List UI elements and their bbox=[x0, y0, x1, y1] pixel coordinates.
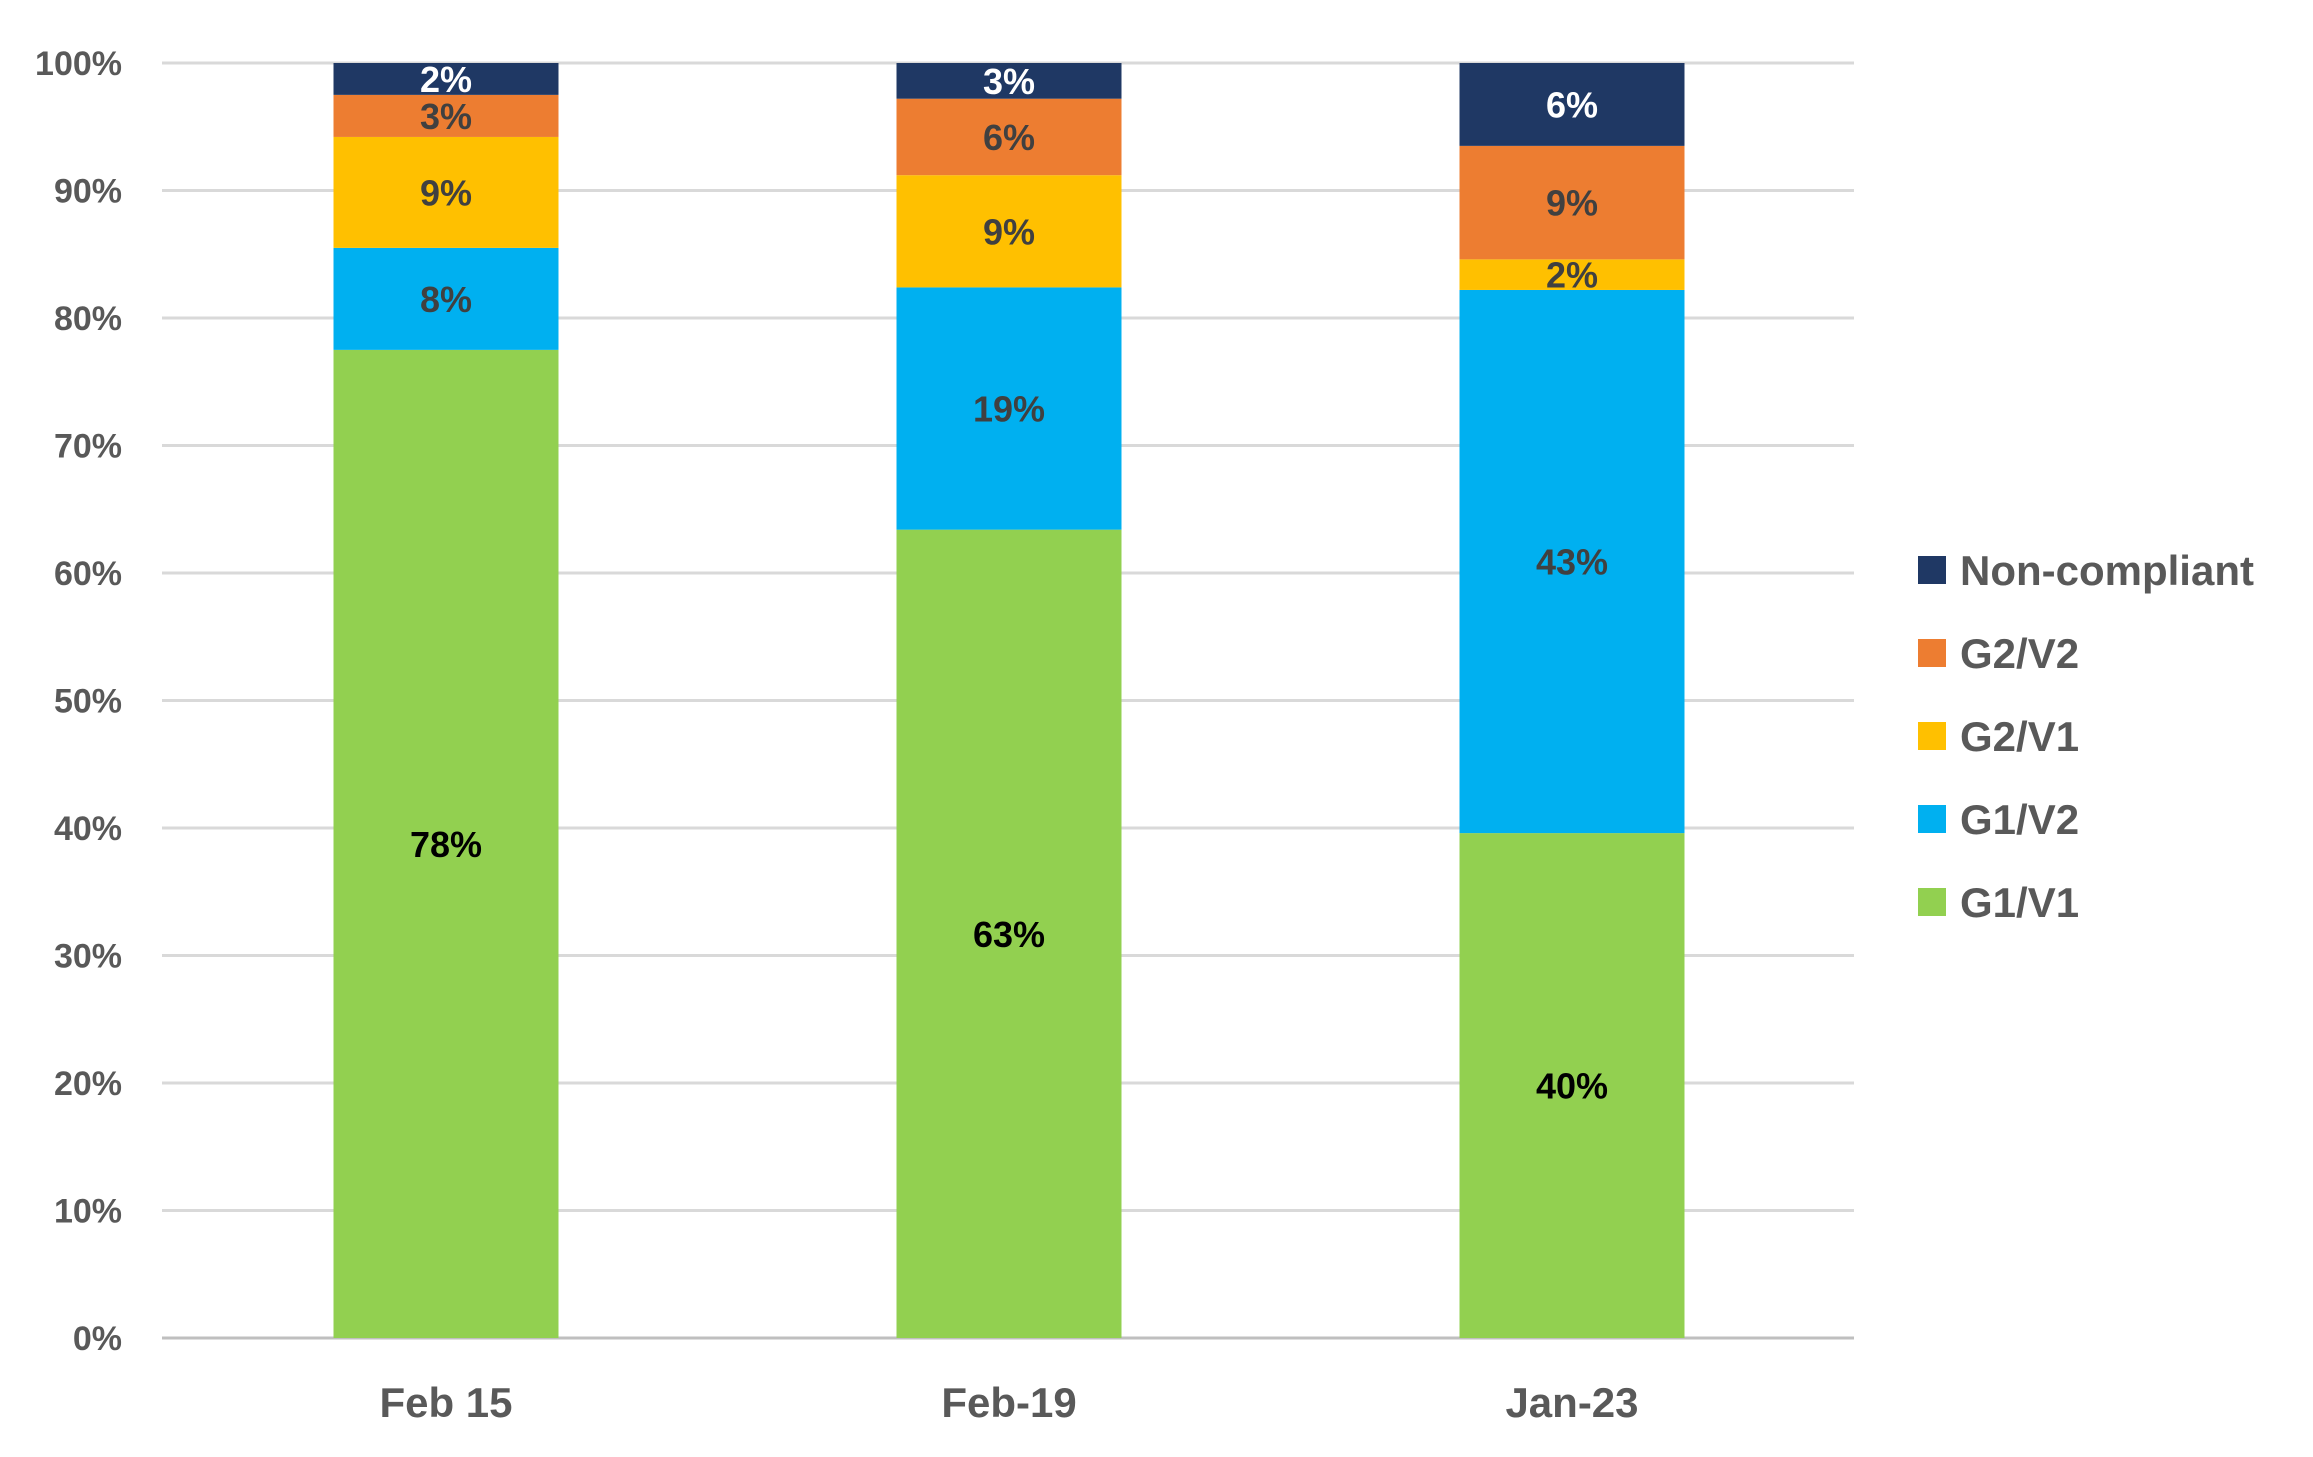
bar-segment-g2-v2 bbox=[896, 98, 1122, 176]
bar-segment-non-compliant bbox=[896, 63, 1122, 99]
x-category-label: Feb-19 bbox=[941, 1379, 1076, 1426]
bar-segment-g1-v1 bbox=[333, 349, 559, 1338]
legend-label: Non-compliant bbox=[1960, 547, 2254, 594]
data-label: 9% bbox=[983, 211, 1035, 252]
x-category-label: Feb 15 bbox=[379, 1379, 512, 1426]
y-tick-label: 10% bbox=[54, 1193, 122, 1231]
data-label: 19% bbox=[973, 389, 1045, 430]
bar-segment-non-compliant bbox=[333, 63, 559, 95]
x-axis-labels: Feb 15 Feb-19 Jan-23 bbox=[379, 1379, 1638, 1426]
bar-segment-g1-v1 bbox=[896, 529, 1122, 1338]
y-axis-ticks: 0% 10% 20% 30% 40% 50% 60% 70% 80% 90% 100% bbox=[35, 45, 122, 1358]
y-tick-label: 20% bbox=[54, 1065, 122, 1103]
data-label: 6% bbox=[983, 117, 1035, 158]
legend-item: G1/V1 bbox=[1918, 879, 2079, 926]
legend-swatch bbox=[1918, 888, 1946, 916]
bar-segment-non-compliant bbox=[1459, 63, 1685, 146]
y-tick-label: 90% bbox=[54, 173, 122, 211]
data-label: 43% bbox=[1536, 542, 1608, 583]
bar-segment-g2-v1 bbox=[896, 175, 1122, 288]
data-label: 3% bbox=[420, 96, 472, 137]
y-tick-label: 0% bbox=[73, 1320, 122, 1358]
legend: Non-compliant G2/V2 G2/V1 G1/V2 G1/V1 bbox=[1918, 547, 2254, 926]
data-label: 40% bbox=[1536, 1066, 1608, 1107]
legend-swatch bbox=[1918, 639, 1946, 667]
bars: 78%8%9%3%2%63%19%9%6%3%40%43%2%9%6% bbox=[333, 59, 1685, 1338]
y-tick-label: 80% bbox=[54, 300, 122, 338]
legend-label: G1/V2 bbox=[1960, 796, 2079, 843]
legend-item: Non-compliant bbox=[1918, 547, 2254, 594]
y-tick-label: 100% bbox=[35, 45, 122, 83]
bar-segment-g1-v1 bbox=[1459, 833, 1685, 1338]
legend-swatch bbox=[1918, 805, 1946, 833]
data-label: 9% bbox=[420, 172, 472, 213]
legend-label: G1/V1 bbox=[1960, 879, 2079, 926]
legend-label: G2/V2 bbox=[1960, 630, 2079, 677]
data-label: 9% bbox=[1546, 183, 1598, 224]
data-label: 78% bbox=[410, 824, 482, 865]
data-label: 6% bbox=[1546, 84, 1598, 125]
legend-item: G1/V2 bbox=[1918, 796, 2079, 843]
legend-swatch bbox=[1918, 722, 1946, 750]
legend-label: G2/V1 bbox=[1960, 713, 2079, 760]
y-tick-label: 70% bbox=[54, 428, 122, 466]
bar-segment-g2-v2 bbox=[1459, 145, 1685, 260]
x-category-label: Jan-23 bbox=[1505, 1379, 1638, 1426]
y-tick-label: 30% bbox=[54, 938, 122, 976]
data-label: 63% bbox=[973, 914, 1045, 955]
bar-segment-g2-v1 bbox=[1459, 259, 1685, 290]
data-label: 3% bbox=[983, 61, 1035, 102]
legend-item: G2/V2 bbox=[1918, 630, 2079, 677]
data-label: 8% bbox=[420, 279, 472, 320]
y-tick-label: 50% bbox=[54, 683, 122, 721]
data-label: 2% bbox=[1546, 255, 1598, 296]
data-label: 2% bbox=[420, 59, 472, 100]
legend-item: G2/V1 bbox=[1918, 713, 2079, 760]
legend-swatch bbox=[1918, 556, 1946, 584]
bar-segment-g1-v2 bbox=[1459, 289, 1685, 834]
bar-segment-g2-v1 bbox=[333, 136, 559, 248]
bar-segment-g2-v2 bbox=[333, 94, 559, 137]
y-tick-label: 40% bbox=[54, 810, 122, 848]
bar-segment-g1-v2 bbox=[896, 287, 1122, 530]
bar-segment-g1-v2 bbox=[333, 247, 559, 350]
y-tick-label: 60% bbox=[54, 555, 122, 593]
